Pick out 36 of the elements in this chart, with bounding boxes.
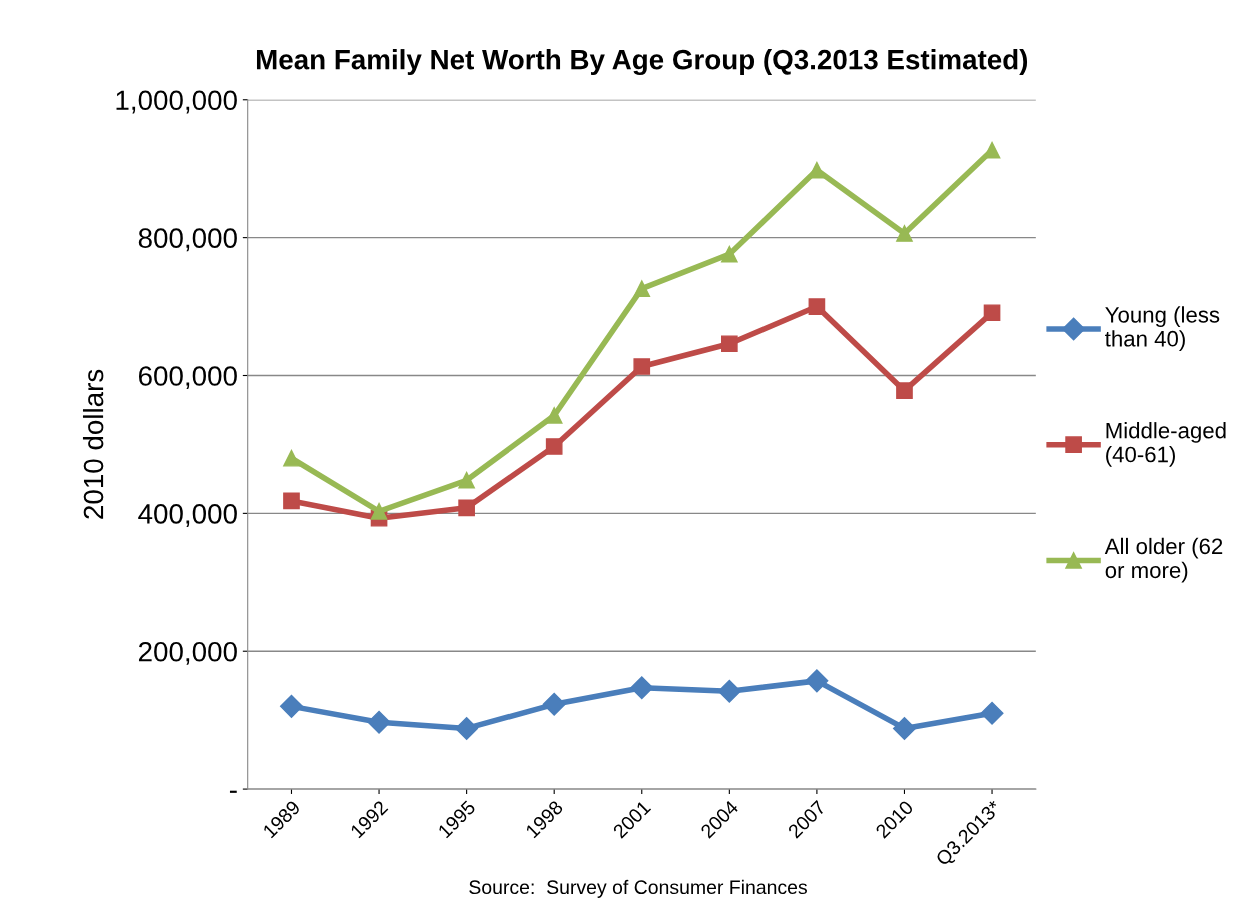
y-tick-label: 200,000	[138, 641, 237, 665]
chart-title: Mean Family Net Worth By Age Group (Q3.2013 Estimated)	[256, 49, 1028, 76]
y-tick-label: -	[229, 790, 237, 793]
y-tick-label: 1,000,000	[116, 90, 237, 114]
point	[283, 492, 300, 510]
point	[283, 449, 300, 467]
point	[542, 692, 566, 716]
point	[808, 298, 826, 315]
source-note: Source: Survey of Consumer Finances	[469, 879, 807, 898]
legend-label: All older (62 or more)	[1104, 537, 1223, 583]
point	[720, 335, 738, 353]
point	[805, 669, 829, 693]
point	[455, 716, 479, 740]
legend-label: Young (less than 40)	[1105, 306, 1220, 351]
point	[630, 676, 654, 700]
point	[458, 471, 475, 489]
point	[892, 716, 916, 740]
point	[896, 225, 913, 242]
point	[545, 438, 563, 455]
point	[370, 502, 388, 520]
point	[983, 304, 1001, 322]
y-tick-label: 800,000	[138, 228, 237, 252]
y-axis-title: 2010 dollars	[82, 369, 104, 519]
point	[545, 407, 563, 424]
point	[717, 679, 741, 703]
point	[633, 358, 651, 375]
point	[279, 694, 303, 718]
legend-label: Middle-aged (40-61)	[1106, 422, 1226, 467]
point	[896, 382, 913, 399]
y-tick-label: 600,000	[138, 366, 237, 390]
point	[367, 710, 391, 734]
y-tick-label: 400,000	[138, 504, 237, 527]
point	[458, 499, 475, 517]
point	[633, 280, 651, 297]
point	[720, 245, 738, 263]
point	[980, 701, 1004, 725]
